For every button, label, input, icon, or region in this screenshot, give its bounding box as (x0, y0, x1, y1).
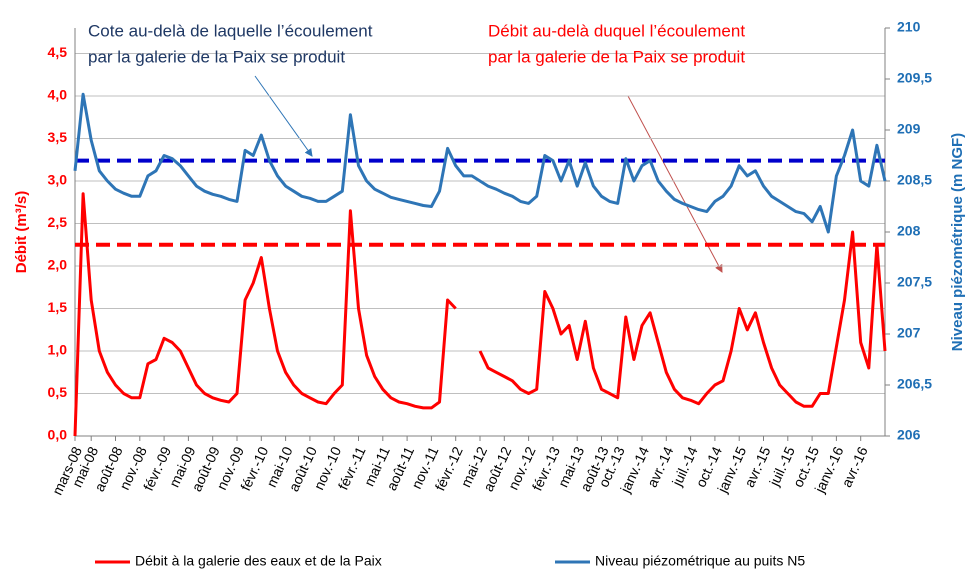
y-tick-label: 1,0 (48, 342, 68, 358)
series-line (73, 192, 887, 437)
annotation: par la galerie de la Paix se produit (88, 47, 345, 66)
y-tick-label: 0,5 (48, 384, 68, 400)
y2-tick-label: 208 (897, 223, 921, 239)
y-tick-label: 2,0 (48, 257, 68, 273)
annotation-arrow (627, 95, 723, 273)
annotation: Débit au-delà duquel l’écoulement (488, 21, 745, 40)
y2-tick-label: 208,5 (897, 172, 932, 188)
y2-tick-label: 207 (897, 325, 921, 341)
y-tick-label: 4,0 (48, 87, 68, 103)
y2-tick-label: 206 (897, 427, 921, 443)
y-tick-label: 3,5 (48, 129, 68, 145)
y2-tick-label: 206,5 (897, 376, 932, 392)
y-tick-label: 0,0 (48, 427, 68, 443)
y2-tick-label: 209,5 (897, 70, 932, 86)
annotation: Cote au-delà de laquelle l’écoulement (88, 21, 373, 40)
y2-tick-label: 210 (897, 19, 921, 35)
y2-tick-label: 209 (897, 121, 921, 137)
annotation-arrow (254, 75, 313, 157)
annotation: par la galerie de la Paix se produit (488, 47, 745, 66)
y-tick-label: 1,5 (48, 299, 68, 315)
legend-label: Niveau piézométrique au puits N5 (595, 553, 805, 569)
y-tick-label: 3,0 (48, 172, 68, 188)
y2-tick-label: 207,5 (897, 274, 932, 290)
y-tick-label: 2,5 (48, 214, 68, 230)
series-line (73, 92, 887, 234)
y-axis-title: Débit (m³/s) (13, 191, 30, 274)
y2-axis-title: Niveau piézométrique (m NGF) (949, 133, 966, 351)
y-tick-label: 4,5 (48, 44, 68, 60)
legend-label: Débit à la galerie des eaux et de la Pai… (135, 553, 382, 569)
